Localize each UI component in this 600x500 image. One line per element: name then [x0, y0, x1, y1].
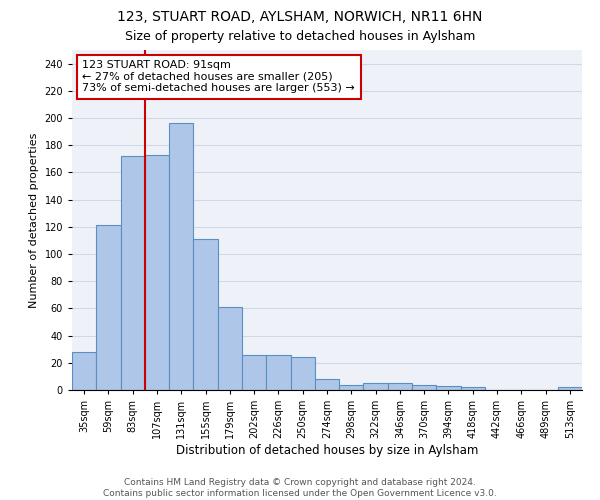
Y-axis label: Number of detached properties: Number of detached properties — [29, 132, 39, 308]
Bar — [315, 379, 339, 390]
Bar — [388, 383, 412, 390]
Bar — [364, 383, 388, 390]
Bar — [72, 352, 96, 390]
Text: 123, STUART ROAD, AYLSHAM, NORWICH, NR11 6HN: 123, STUART ROAD, AYLSHAM, NORWICH, NR11… — [118, 10, 482, 24]
Bar — [461, 388, 485, 390]
Bar — [121, 156, 145, 390]
Bar — [218, 307, 242, 390]
Text: Contains HM Land Registry data © Crown copyright and database right 2024.
Contai: Contains HM Land Registry data © Crown c… — [103, 478, 497, 498]
Bar — [242, 354, 266, 390]
Bar — [436, 386, 461, 390]
Bar — [145, 154, 169, 390]
X-axis label: Distribution of detached houses by size in Aylsham: Distribution of detached houses by size … — [176, 444, 478, 457]
Bar — [558, 388, 582, 390]
Bar — [339, 384, 364, 390]
Bar — [412, 384, 436, 390]
Bar — [96, 226, 121, 390]
Bar — [169, 124, 193, 390]
Text: 123 STUART ROAD: 91sqm
← 27% of detached houses are smaller (205)
73% of semi-de: 123 STUART ROAD: 91sqm ← 27% of detached… — [82, 60, 355, 94]
Bar — [290, 358, 315, 390]
Text: Size of property relative to detached houses in Aylsham: Size of property relative to detached ho… — [125, 30, 475, 43]
Bar — [266, 354, 290, 390]
Bar — [193, 239, 218, 390]
